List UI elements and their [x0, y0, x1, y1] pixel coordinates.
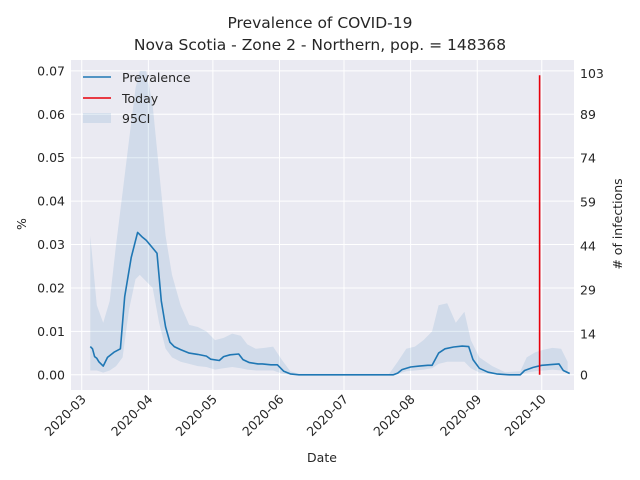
y-tick-labels: 0.00 0.01 0.02 0.03 0.04 0.05 0.06 0.07	[37, 63, 65, 382]
legend-swatch-ci	[83, 113, 111, 123]
y-tick-label: 0.04	[37, 194, 65, 209]
y2-tick-label: 14	[580, 326, 596, 341]
y2-tick-label: 89	[580, 107, 596, 122]
plot-area	[71, 60, 574, 390]
y-tick-label: 0.02	[37, 280, 65, 295]
y2-tick-label: 74	[580, 151, 596, 166]
y-tick-label: 0.06	[37, 107, 65, 122]
prevalence-line-group	[89, 231, 571, 376]
y-tick-label: 0.03	[37, 237, 65, 252]
y2-tick-label: 103	[580, 66, 604, 81]
ci-band-group	[90, 70, 568, 375]
y2-axis-label: # of infections	[610, 178, 625, 269]
y-tick-label: 0.07	[37, 63, 65, 78]
legend-label-today: Today	[121, 91, 159, 106]
y2-tick-label: 29	[580, 282, 596, 297]
x-tick-labels: 2020-03 2020-04 2020-05 2020-06 2020-07 2020-…	[41, 391, 549, 439]
x-tick-label: 2020-03	[41, 392, 89, 440]
x-gridlines	[81, 60, 543, 390]
y-tick-label: 0.00	[37, 367, 65, 382]
legend: Prevalence Today 95CI	[83, 70, 191, 126]
chart-subtitle: Nova Scotia - Zone 2 - Northern, pop. = …	[134, 36, 506, 54]
y2-tick-labels: 0 14 29 44 59 74 89 103	[580, 66, 604, 382]
y-gridlines	[71, 70, 574, 376]
y-tick-label: 0.01	[37, 324, 65, 339]
y-tick-label: 0.05	[37, 150, 65, 165]
chart-title: Prevalence of COVID-19	[227, 14, 412, 32]
x-tick-label: 2020-07	[304, 392, 352, 440]
x-tick-label: 2020-04	[108, 391, 156, 439]
x-tick-label: 2020-06	[239, 391, 287, 439]
legend-label-prevalence: Prevalence	[122, 70, 191, 85]
x-tick-label: 2020-05	[172, 392, 220, 440]
x-tick-label: 2020-08	[370, 391, 418, 439]
y2-tick-label: 0	[580, 367, 588, 382]
y2-tick-label: 59	[580, 195, 596, 210]
x-axis-label: Date	[307, 450, 337, 465]
y-axis-label: %	[14, 218, 29, 230]
x-tick-label: 2020-09	[437, 391, 485, 439]
prevalence-line	[89, 231, 571, 376]
y2-tick-label: 44	[580, 239, 596, 254]
ci-band	[90, 70, 568, 375]
x-tick-label: 2020-10	[501, 391, 549, 439]
legend-label-ci: 95CI	[122, 111, 150, 126]
